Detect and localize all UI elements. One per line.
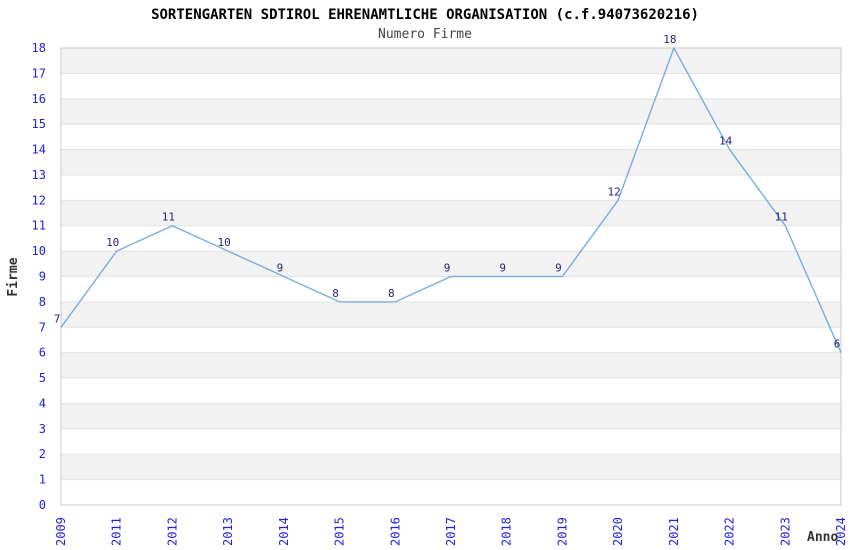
plot-border — [60, 47, 842, 506]
x-tick-label: 2017 — [444, 517, 458, 546]
data-label: 10 — [217, 236, 230, 249]
grid-stripe — [61, 149, 841, 175]
series-line — [60, 47, 842, 353]
data-label: 8 — [332, 287, 339, 300]
data-label: 18 — [663, 33, 676, 46]
chart-title: SORTENGARTEN SDTIROL EHRENAMTLICHE ORGAN… — [151, 7, 699, 23]
x-tick-label: 2009 — [54, 517, 68, 546]
y-tick-label: 9 — [39, 270, 46, 284]
y-tick-label: 15 — [32, 117, 46, 131]
x-tick-label: 2011 — [110, 517, 124, 546]
data-label: 11 — [162, 211, 175, 224]
data-label: 9 — [499, 262, 506, 275]
x-tick-label: 2018 — [500, 517, 514, 546]
y-tick-label: 2 — [39, 447, 46, 461]
y-axis-title: Firme — [6, 257, 21, 297]
chart-subtitle: Numero Firme — [378, 27, 472, 42]
y-tick-label: 1 — [39, 473, 46, 487]
grid-stripe — [61, 98, 841, 125]
x-tick-label: 2020 — [611, 517, 625, 546]
data-label: 9 — [555, 262, 562, 275]
grid-stripe — [61, 48, 841, 74]
y-tick-label: 0 — [39, 498, 46, 512]
grid-stripe — [61, 251, 841, 277]
x-tick-label: 2023 — [778, 517, 792, 546]
grid-stripe — [61, 200, 841, 226]
data-label: 11 — [775, 211, 788, 224]
y-tick-label: 10 — [32, 244, 46, 258]
data-label: 12 — [607, 185, 620, 198]
x-axis-title: Anno — [807, 530, 839, 545]
y-tick-label: 4 — [39, 396, 46, 410]
x-tick-label: 2024 — [834, 517, 848, 546]
x-tick-label: 2019 — [555, 517, 569, 546]
data-label: 9 — [277, 262, 284, 275]
data-label: 14 — [719, 135, 733, 148]
data-label: 6 — [834, 338, 841, 351]
y-tick-label: 8 — [39, 295, 46, 309]
y-tick-label: 14 — [32, 143, 46, 157]
grid-stripe — [61, 301, 841, 328]
x-tick-label: 2015 — [333, 517, 347, 546]
x-tick-label: 2022 — [723, 517, 737, 546]
y-tick-label: 17 — [32, 66, 46, 80]
x-tick-label: 2016 — [388, 517, 402, 546]
grid-stripe — [61, 403, 841, 429]
y-tick-label: 16 — [32, 92, 46, 106]
y-tick-label: 11 — [32, 219, 46, 233]
y-tick-label: 13 — [32, 168, 46, 182]
y-tick-label: 5 — [39, 371, 46, 385]
y-tick-label: 7 — [39, 320, 46, 334]
data-label: 9 — [444, 262, 451, 275]
y-tick-label: 12 — [32, 193, 46, 207]
data-label: 10 — [106, 236, 119, 249]
x-tick-label: 2021 — [667, 517, 681, 546]
x-tick-label: 2012 — [165, 517, 179, 546]
data-label: 8 — [388, 287, 395, 300]
x-tick-label: 2014 — [277, 517, 291, 546]
y-tick-label: 3 — [39, 422, 46, 436]
grid-stripe — [61, 352, 841, 379]
data-label: 7 — [54, 312, 61, 325]
y-tick-label: 6 — [39, 346, 46, 360]
grid-stripe — [61, 454, 841, 480]
y-tick-label: 18 — [32, 41, 46, 55]
x-tick-label: 2013 — [221, 517, 235, 546]
